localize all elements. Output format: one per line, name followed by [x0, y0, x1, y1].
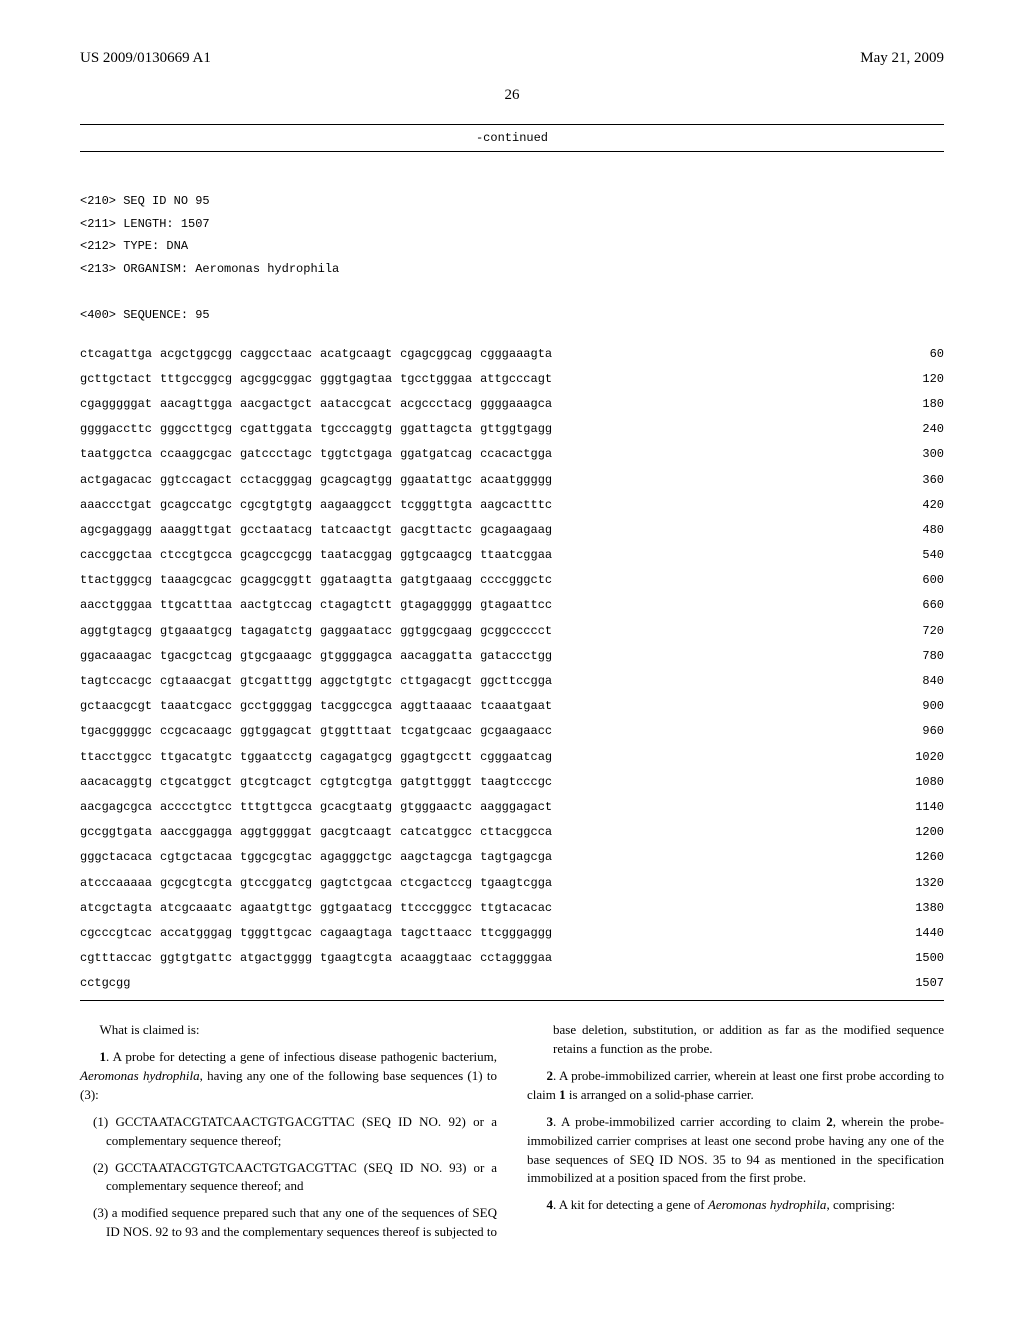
sequence-row: gccggtgataaaccggaggaaggtggggatgacgtcaagt… — [80, 820, 944, 845]
seq-type-line: <212> TYPE: DNA — [80, 239, 188, 253]
sequence-row: ttacctggccttgacatgtctggaatcctgcagagatgcg… — [80, 745, 944, 770]
sequence-row: aacgagcgcaacccctgtcctttgttgccagcacgtaatg… — [80, 795, 944, 820]
continued-label: -continued — [80, 131, 944, 145]
sequence-row: aacacaggtgctgcatggctgtcgtcagctcgtgtcgtga… — [80, 770, 944, 795]
sequence-row: gcttgctacttttgccggcgagcggcggacgggtgagtaa… — [80, 367, 944, 392]
sequence-row: aacctgggaattgcatttaaaactgtccagctagagtctt… — [80, 593, 944, 618]
seq-length-line: <211> LENGTH: 1507 — [80, 217, 210, 231]
sequence-row: ctcagattgaacgctggcggcaggcctaacacatgcaagt… — [80, 342, 944, 367]
sequence-row: aaaccctgatgcagccatgccgcgtgtgtgaagaaggcct… — [80, 493, 944, 518]
sequence-row: atcccaaaaagcgcgtcgtagtccggatcggagtctgcaa… — [80, 871, 944, 896]
claim-1-item-1: (1) GCCTAATACGTATCAACTGTGACGTTAC (SEQ ID… — [106, 1113, 497, 1151]
claim-2: 2. A probe-immobilized carrier, wherein … — [527, 1067, 944, 1105]
sequence-row: tgacgggggcccgcacaagcggtggagcatgtggtttaat… — [80, 719, 944, 744]
seq-number-line: <400> SEQUENCE: 95 — [80, 308, 210, 322]
sequence-row: gggctacacacgtgctacaatggcgcgtacagagggctgc… — [80, 845, 944, 870]
sequence-row: atcgctagtaatcgcaaatcagaatgttgcggtgaatacg… — [80, 896, 944, 921]
sequence-row: cctgcgg1507 — [80, 971, 944, 996]
seq-id-line: <210> SEQ ID NO 95 — [80, 194, 210, 208]
sequence-row: ggacaaagactgacgctcaggtgcgaaagcgtggggagca… — [80, 644, 944, 669]
claim-1: 1. A probe for detecting a gene of infec… — [80, 1048, 497, 1105]
sequence-row: aggtgtagcggtgaaatgcgtagagatctggaggaatacc… — [80, 619, 944, 644]
sequence-row: cgagggggataacagttggaaacgactgctaataccgcat… — [80, 392, 944, 417]
sequence-row: ggggaccttcgggccttgcgcgattggatatgcccaggtg… — [80, 417, 944, 442]
rule-under-continued — [80, 151, 944, 152]
claim-4: 4. A kit for detecting a gene of Aeromon… — [527, 1196, 944, 1215]
claims-section: What is claimed is: 1. A probe for detec… — [80, 1021, 944, 1241]
seq-organism-line: <213> ORGANISM: Aeromonas hydrophila — [80, 262, 339, 276]
page-header: US 2009/0130669 A1 May 21, 2009 — [80, 50, 944, 67]
sequence-row: ttactgggcgtaaagcgcacgcaggcggttggataagtta… — [80, 568, 944, 593]
claims-intro: What is claimed is: — [80, 1021, 497, 1040]
sequence-row: taatggctcaccaaggcgacgatccctagctggtctgaga… — [80, 442, 944, 467]
sequence-row: cgtttaccacggtgtgattcatgactggggtgaagtcgta… — [80, 946, 944, 971]
sequence-row: caccggctaactccgtgccagcagccgcggtaatacggag… — [80, 543, 944, 568]
publication-date: May 21, 2009 — [860, 50, 944, 67]
page-number: 26 — [80, 87, 944, 104]
sequence-row: gctaacgcgttaaatcgaccgcctggggagtacggccgca… — [80, 694, 944, 719]
sequence-row: agcgaggaggaaaggttgatgcctaatacgtatcaactgt… — [80, 518, 944, 543]
rule-bottom — [80, 1000, 944, 1001]
sequence-row: cgcccgtcacaccatgggagtgggttgcaccagaagtaga… — [80, 921, 944, 946]
sequence-row: actgagacacggtccagactcctacgggaggcagcagtgg… — [80, 468, 944, 493]
sequence-body: ctcagattgaacgctggcggcaggcctaacacatgcaagt… — [80, 342, 944, 997]
publication-number: US 2009/0130669 A1 — [80, 50, 211, 67]
sequence-row: tagtccacgccgtaaacgatgtcgatttggaggctgtgtc… — [80, 669, 944, 694]
rule-top — [80, 124, 944, 125]
claim-1-item-2: (2) GCCTAATACGTGTCAACTGTGACGTTAC (SEQ ID… — [106, 1159, 497, 1197]
sequence-meta: <210> SEQ ID NO 95 <211> LENGTH: 1507 <2… — [80, 167, 944, 327]
claim-3: 3. A probe-immobilized carrier according… — [527, 1113, 944, 1188]
